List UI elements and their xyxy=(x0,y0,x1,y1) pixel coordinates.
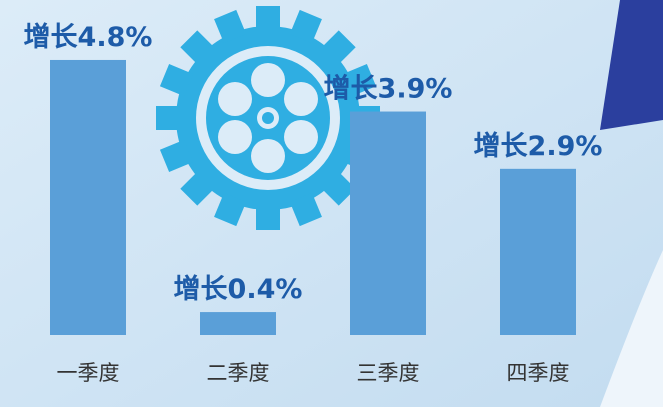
value-label: 增长3.9% xyxy=(324,73,453,105)
x-tick-label: 一季度 xyxy=(57,361,120,385)
bar xyxy=(500,169,576,335)
chart: 增长4.8% 一季度 增长0.4% 二季度 增长3.9% 三季度 增长2.9% 四季度 xyxy=(0,0,663,407)
value-label: 增长4.8% xyxy=(24,21,153,53)
bar xyxy=(50,60,126,335)
x-tick-label: 三季度 xyxy=(357,361,420,385)
value-label: 增长2.9% xyxy=(474,130,603,162)
bar xyxy=(350,112,426,335)
bar xyxy=(200,312,276,335)
x-tick-label: 二季度 xyxy=(207,361,270,385)
value-label: 增长0.4% xyxy=(174,273,303,305)
x-tick-label: 四季度 xyxy=(507,361,570,385)
